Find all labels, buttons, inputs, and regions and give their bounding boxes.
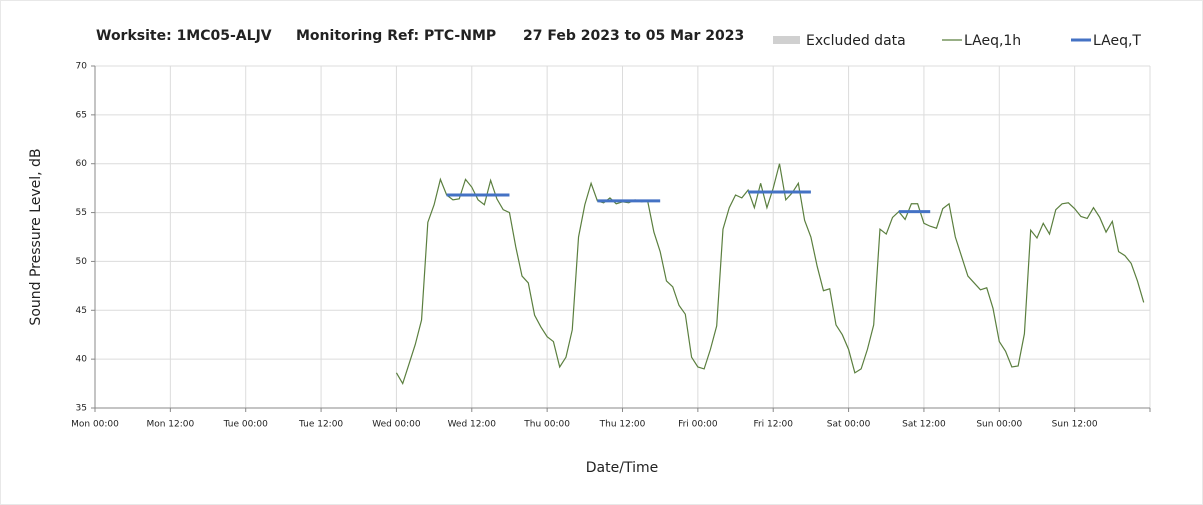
legend-swatch [773, 36, 800, 44]
x-tick-label: Sun 00:00 [976, 420, 1022, 430]
legend-label: LAeq,1h [964, 33, 1021, 49]
x-tick-label: Thu 12:00 [599, 420, 646, 430]
title-worksite: Worksite: 1MC05-ALJV [96, 28, 272, 44]
legend-label: LAeq,T [1093, 33, 1141, 49]
x-tick-label: Wed 00:00 [372, 420, 421, 430]
y-tick-label: 45 [76, 306, 87, 316]
x-tick-label: Tue 12:00 [298, 420, 343, 430]
x-tick-label: Fri 00:00 [678, 420, 718, 430]
data-line [395, 163, 1145, 386]
y-tick-label: 60 [76, 159, 88, 169]
x-tick-label: Sun 12:00 [1052, 420, 1098, 430]
legend-label: Excluded data [806, 33, 906, 49]
y-tick-label: 55 [76, 208, 87, 218]
x-tick-label: Sat 00:00 [827, 420, 871, 430]
x-tick-label: Mon 12:00 [146, 420, 194, 430]
title-dates: 27 Feb 2023 to 05 Mar 2023 [523, 28, 744, 44]
y-tick-label: 50 [76, 257, 88, 267]
x-tick-label: Fri 12:00 [753, 420, 793, 430]
title-ref: Monitoring Ref: PTC-NMP [296, 28, 496, 44]
x-tick-label: Thu 00:00 [523, 420, 570, 430]
y-tick-label: 65 [76, 110, 87, 120]
x-tick-label: Sat 12:00 [902, 420, 946, 430]
y-tick-label: 70 [76, 62, 88, 72]
x-tick-label: Mon 00:00 [71, 420, 119, 430]
x-axis-label: Date/Time [586, 460, 658, 476]
y-axis-label: Sound Pressure Level, dB [28, 148, 44, 325]
x-tick-label: Tue 00:00 [223, 420, 268, 430]
x-tick-label: Wed 12:00 [448, 420, 497, 430]
y-tick-label: 35 [76, 404, 87, 414]
y-tick-label: 40 [76, 355, 88, 365]
